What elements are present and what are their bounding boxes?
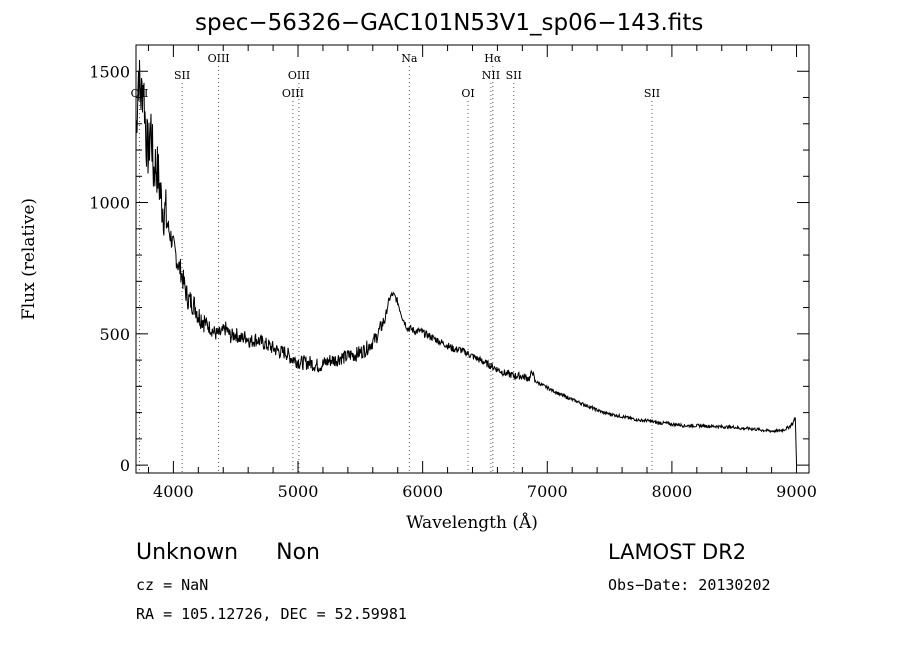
y-axis-label: Flux (relative) [19, 198, 39, 320]
spectral-line-label: OIII [282, 87, 304, 100]
coordinates-label: RA = 105.12726, DEC = 52.59981 [136, 605, 407, 623]
spectral-line-label: SII [644, 87, 660, 100]
classification: Unknown Non [136, 540, 320, 565]
x-axis-label: Wavelength (Å) [406, 512, 538, 533]
spectral-line-label: OI [461, 87, 474, 100]
x-tick-label: 7000 [527, 482, 568, 501]
spectral-line-label: SII [506, 69, 522, 82]
chart-title: spec−56326−GAC101N53V1_sp06−143.fits [195, 10, 704, 36]
axis-ticks: 4000 5000 6000 7000 8000 9000 0 500 1000 1500 [89, 45, 817, 501]
x-tick-label: 9000 [776, 482, 817, 501]
subclass-label: Non [276, 540, 321, 565]
spectrum-line [135, 59, 797, 463]
plot-frame [135, 44, 810, 474]
obs-date-label: Obs−Date: 20130202 [608, 576, 771, 594]
x-tick-label: 5000 [278, 482, 319, 501]
x-tick-label: 6000 [402, 482, 443, 501]
y-tick-label: 1000 [89, 194, 130, 213]
y-tick-label: 500 [99, 325, 130, 344]
spectral-line-label: OIII [208, 52, 230, 65]
x-tick-label: 8000 [652, 482, 693, 501]
redshift-label: cz = NaN [136, 576, 209, 594]
class-label: Unknown [136, 540, 239, 565]
x-tick-label: 4000 [153, 482, 194, 501]
spectral-line-label: NII [482, 69, 500, 82]
survey-label: LAMOST DR2 [608, 540, 747, 564]
spectral-line-label: OIII [288, 69, 310, 82]
spectral-line-label: Na [401, 52, 418, 65]
spectral-line-label: SII [174, 69, 190, 82]
y-tick-label: 0 [120, 456, 130, 475]
y-tick-label: 1500 [89, 62, 130, 81]
spectral-line-label: Hα [484, 52, 502, 65]
